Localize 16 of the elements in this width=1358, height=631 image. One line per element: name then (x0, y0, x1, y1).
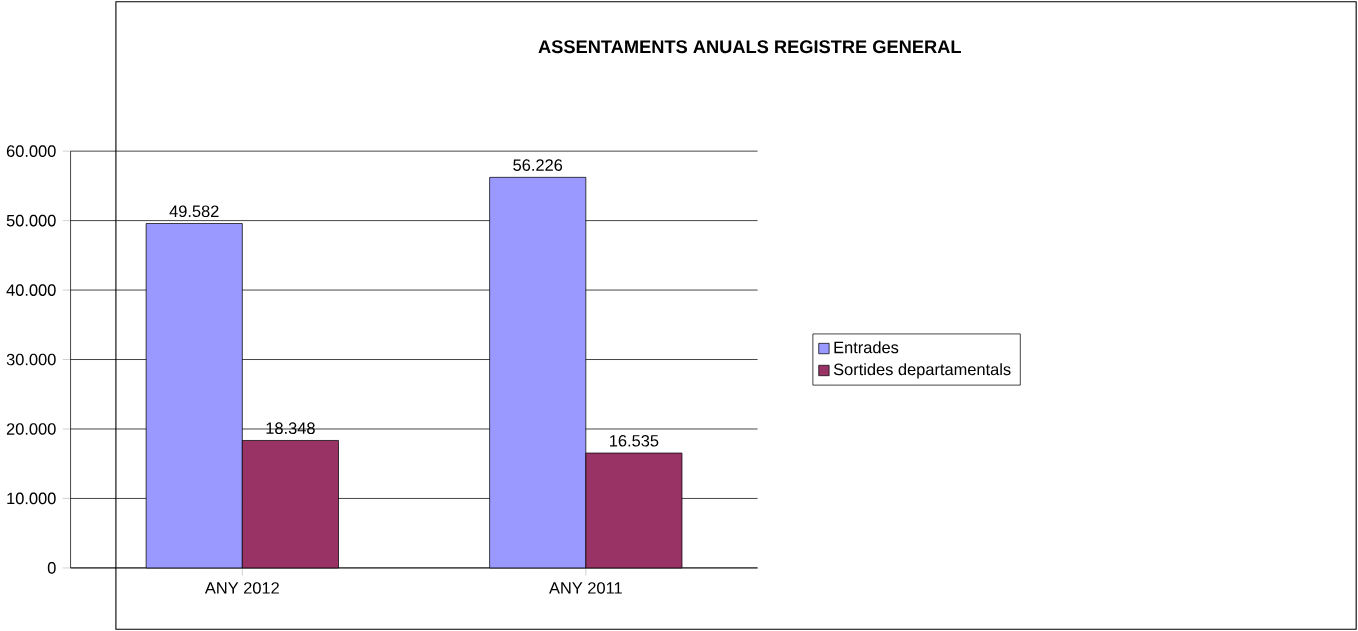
data-label: 18.348 (266, 422, 315, 434)
data-label: 49.582 (169, 205, 219, 218)
y-tick-label: 30.000 (6, 353, 56, 366)
data-label: 56.226 (513, 159, 563, 171)
y-tick-label: 50.000 (6, 214, 56, 227)
x-tick-label: ANY 2012 (204, 582, 279, 594)
chart-title: ASSENTAMENTS ANUALS REGISTRE GENERAL (538, 40, 961, 54)
legend-label: Entrades (834, 341, 899, 354)
x-tick-label: ANY 2011 (549, 582, 622, 594)
y-tick-label: 40.000 (6, 284, 56, 296)
y-tick-label: 60.000 (6, 145, 56, 157)
y-tick-label: 10.000 (7, 492, 56, 505)
data-label: 16.535 (610, 434, 659, 447)
legend-label: Sortides departamentals (833, 363, 1011, 379)
y-tick-label: 0 (47, 562, 56, 574)
y-tick-label: 20.000 (6, 423, 56, 435)
